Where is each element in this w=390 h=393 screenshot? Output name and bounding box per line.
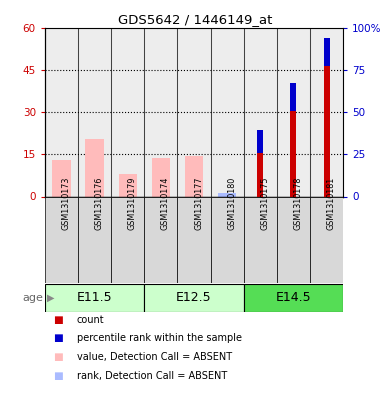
Bar (277, 28, 310, 196)
Text: ■: ■ (53, 314, 62, 325)
Bar (185, 156, 203, 196)
Bar (111, 28, 144, 196)
Bar (78, 196, 111, 283)
Bar (152, 158, 170, 196)
Text: E12.5: E12.5 (176, 291, 212, 304)
Text: ▶: ▶ (47, 293, 54, 303)
Text: GSM1310181: GSM1310181 (326, 177, 336, 230)
Bar (144, 284, 244, 312)
Bar (177, 28, 211, 196)
Text: rank, Detection Call = ABSENT: rank, Detection Call = ABSENT (77, 371, 227, 381)
Text: ■: ■ (53, 371, 62, 381)
Bar (119, 174, 137, 196)
Bar (52, 160, 71, 196)
Text: GSM1310176: GSM1310176 (94, 177, 104, 230)
Text: ■: ■ (53, 333, 62, 343)
Bar (291, 83, 296, 110)
Text: GSM1310174: GSM1310174 (161, 177, 170, 230)
Bar (244, 284, 343, 312)
Bar (291, 110, 296, 196)
Bar (257, 153, 263, 196)
Bar (211, 28, 244, 196)
Bar (45, 28, 78, 196)
Bar (324, 66, 330, 196)
Bar (277, 196, 310, 283)
Text: E11.5: E11.5 (77, 291, 112, 304)
Text: count: count (77, 314, 105, 325)
Text: GSM1310179: GSM1310179 (128, 177, 137, 230)
Text: GSM1310178: GSM1310178 (293, 177, 303, 230)
Text: GSM1310173: GSM1310173 (62, 177, 71, 230)
Bar (257, 130, 263, 153)
Text: E14.5: E14.5 (276, 291, 311, 304)
Text: percentile rank within the sample: percentile rank within the sample (77, 333, 242, 343)
Bar (177, 196, 211, 283)
Text: GSM1310177: GSM1310177 (194, 177, 203, 230)
Text: age: age (22, 293, 43, 303)
Bar (324, 39, 330, 66)
Bar (144, 196, 177, 283)
Text: GSM1310175: GSM1310175 (260, 177, 269, 230)
Bar (144, 28, 177, 196)
Text: GDS5642 / 1446149_at: GDS5642 / 1446149_at (118, 13, 272, 26)
Bar (45, 284, 144, 312)
Bar (218, 193, 236, 196)
Bar (310, 196, 343, 283)
Text: ■: ■ (53, 352, 62, 362)
Bar (211, 196, 244, 283)
Bar (244, 196, 277, 283)
Bar (78, 28, 111, 196)
Bar (45, 196, 78, 283)
Bar (85, 139, 104, 196)
Bar (111, 196, 144, 283)
Bar (244, 28, 277, 196)
Text: GSM1310180: GSM1310180 (227, 177, 236, 230)
Text: value, Detection Call = ABSENT: value, Detection Call = ABSENT (77, 352, 232, 362)
Bar (310, 28, 343, 196)
